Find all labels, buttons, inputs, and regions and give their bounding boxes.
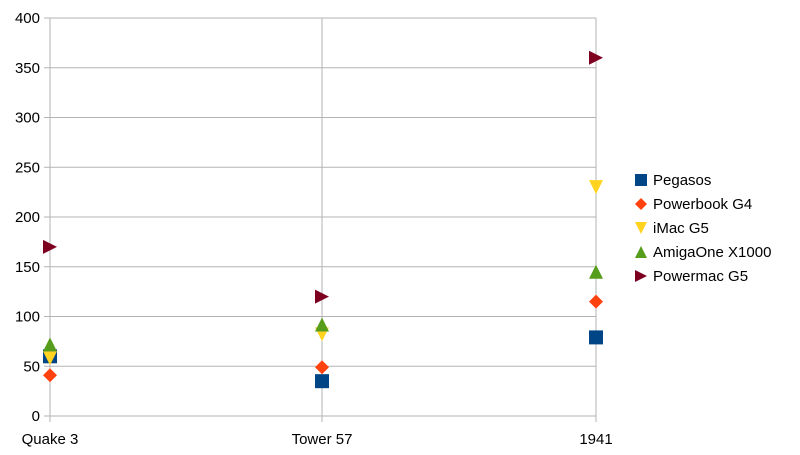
y-tick-label: 300 <box>15 110 40 127</box>
point-amigaone-x1000 <box>43 337 57 352</box>
point-pegasos <box>589 330 603 345</box>
point-powerbook-g4 <box>43 368 57 383</box>
x-tick-label: Quake 3 <box>22 431 79 448</box>
y-tick-label: 150 <box>15 259 40 276</box>
y-tick-label: 100 <box>15 309 40 326</box>
legend: Pegasos Powerbook G4 iMac G5 AmigaOne X1000… <box>633 168 771 288</box>
legend-label: Pegasos <box>653 171 712 189</box>
legend-marker-icon <box>635 174 647 186</box>
point-powermac-g5 <box>315 289 329 304</box>
legend-marker-icon <box>635 246 647 258</box>
point-imac-g5 <box>43 351 57 366</box>
x-tick-label: Tower 57 <box>292 431 353 448</box>
point-pegasos <box>315 374 329 389</box>
legend-item: AmigaOne X1000 <box>633 240 771 264</box>
legend-item: Powermac G5 <box>633 264 771 288</box>
y-tick-label: 250 <box>15 159 40 176</box>
point-powerbook-g4 <box>589 294 603 309</box>
x-axis-ticks: Quake 3 Tower 57 1941 <box>22 431 613 448</box>
point-imac-g5 <box>589 180 603 195</box>
y-tick-label: 400 <box>15 10 40 27</box>
legend-marker-icon <box>635 198 647 210</box>
legend-label: iMac G5 <box>653 219 709 237</box>
point-powermac-g5 <box>43 239 57 254</box>
data-points <box>43 50 603 389</box>
y-axis-ticks: 0 50 100 150 200 250 300 350 400 <box>15 10 40 425</box>
legend-item: Powerbook G4 <box>633 192 771 216</box>
point-amigaone-x1000 <box>315 317 329 332</box>
legend-marker-icon <box>635 270 647 282</box>
point-powermac-g5 <box>589 50 603 65</box>
legend-item: Pegasos <box>633 168 771 192</box>
point-amigaone-x1000 <box>589 264 603 279</box>
y-tick-label: 350 <box>15 60 40 77</box>
x-tick-label: 1941 <box>579 431 612 448</box>
legend-item: iMac G5 <box>633 216 771 240</box>
legend-label: AmigaOne X1000 <box>653 243 772 261</box>
point-powerbook-g4 <box>315 360 329 375</box>
legend-marker-icon <box>635 222 647 234</box>
legend-label: Powermac G5 <box>653 267 749 285</box>
legend-label: Powerbook G4 <box>653 195 753 213</box>
y-tick-label: 0 <box>32 408 40 425</box>
gridlines <box>44 17 597 422</box>
y-tick-label: 200 <box>15 209 40 226</box>
y-tick-label: 50 <box>23 358 40 375</box>
